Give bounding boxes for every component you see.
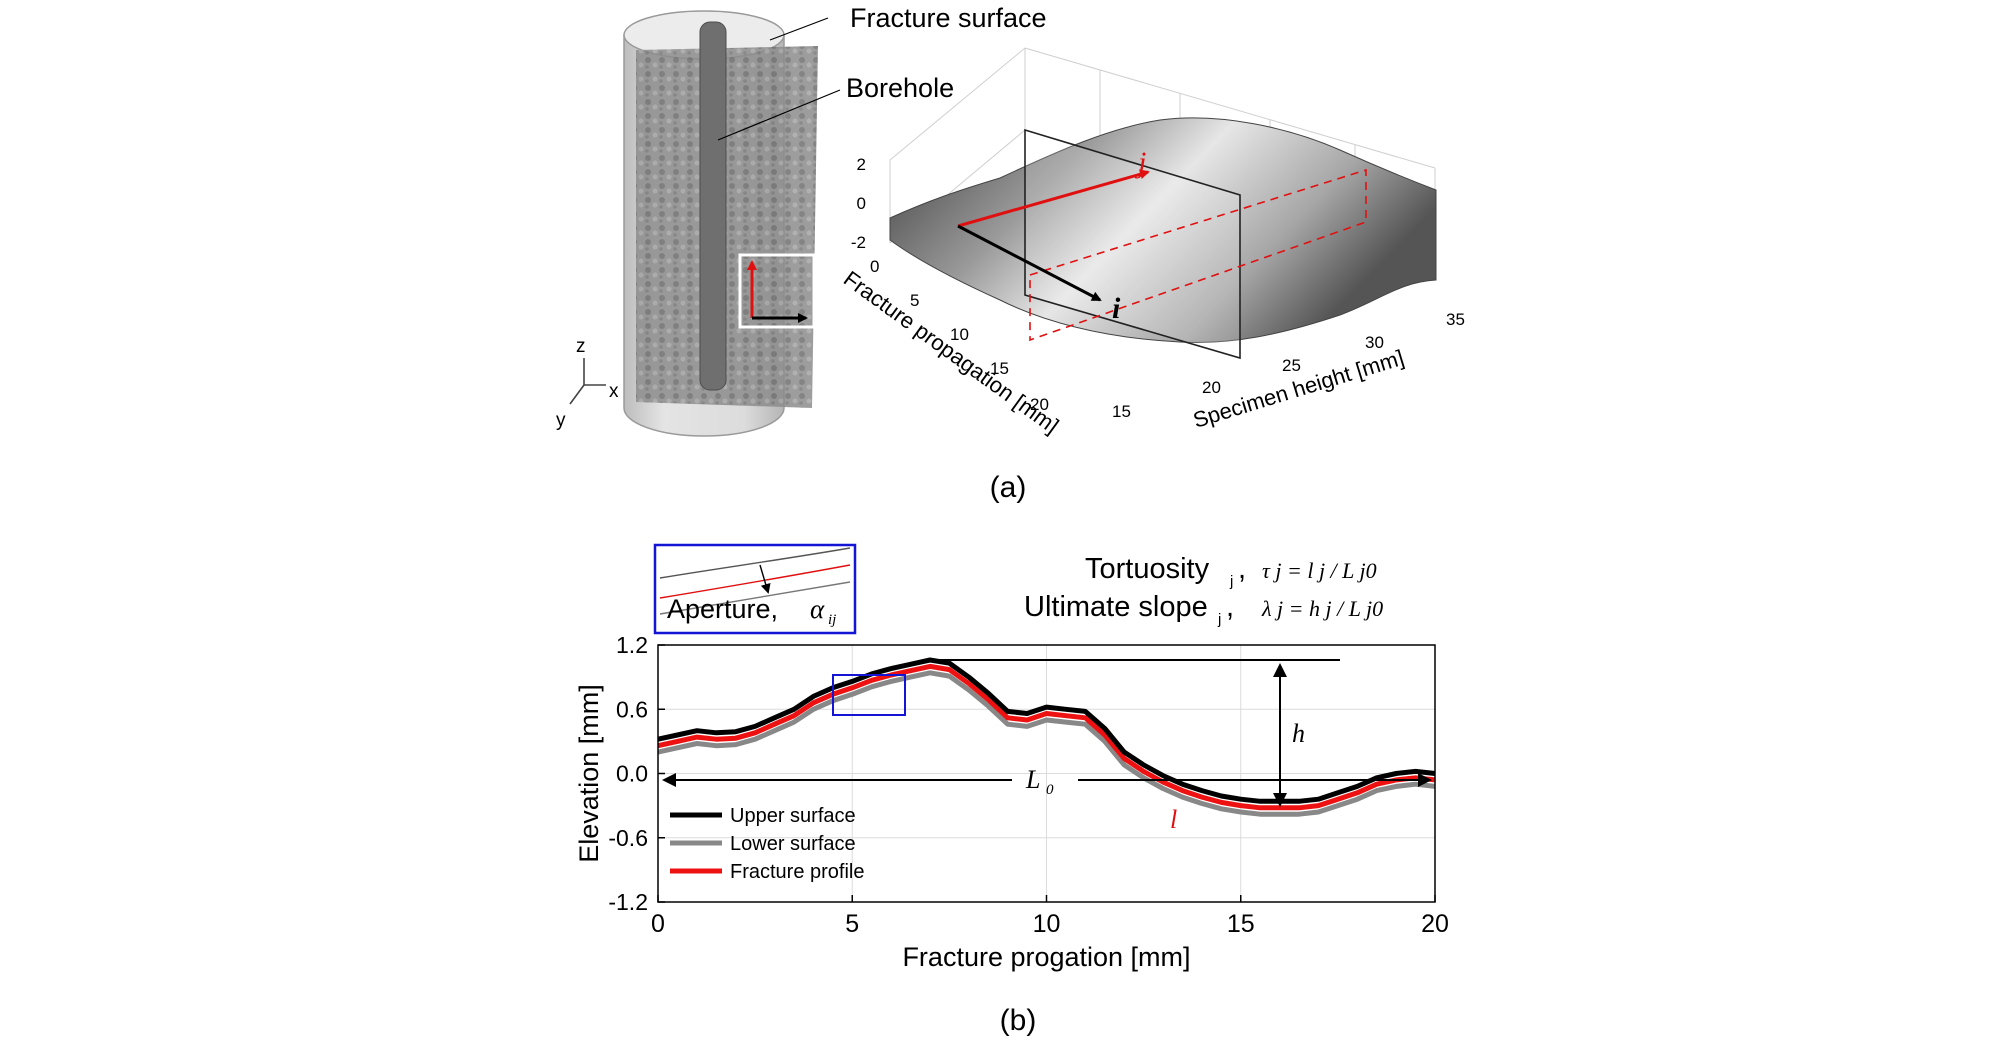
borehole-label: Borehole bbox=[846, 73, 954, 103]
aperture-label: Aperture, bbox=[667, 594, 778, 624]
series-line-upper-surface bbox=[657, 657, 1436, 804]
fracture-surface-mesh bbox=[889, 117, 1437, 343]
vector-i-arrow bbox=[957, 224, 1102, 302]
surface-plot-3d: j i 2 0 -2 0 5 10 15 20 Fracture propaga… bbox=[839, 47, 1465, 438]
inset-locator-box bbox=[832, 674, 906, 716]
vector-i-label: i bbox=[1112, 292, 1121, 325]
tortuosity-formula: τ j = l j / L j0 bbox=[1262, 558, 1377, 583]
vector-j-label: j bbox=[1134, 146, 1146, 179]
aperture-inset: Aperture, α ij bbox=[653, 543, 857, 635]
x-tick-label: 0 bbox=[651, 910, 665, 938]
legend-label: Lower surface bbox=[730, 833, 856, 855]
panel-a: Fracture surface Borehole z x y bbox=[556, 3, 1465, 504]
chart-ticks: 0 5 10 15 20 -1.2 -0.6 0.0 0.6 1.2 Fracture progat… bbox=[574, 632, 1449, 972]
caption-b: (b) bbox=[1000, 1004, 1037, 1037]
y-tick-label: -0.6 bbox=[608, 825, 648, 851]
vector-j-arrow bbox=[957, 169, 1150, 228]
x3d-tick-label: 5 bbox=[910, 291, 919, 310]
series-line-fracture-profile bbox=[657, 663, 1436, 811]
slope-label: Ultimate slope bbox=[1024, 591, 1208, 623]
borehole-shape bbox=[699, 21, 727, 391]
axis-triad: z x y bbox=[556, 336, 619, 431]
y-tick-label: 1.2 bbox=[616, 632, 648, 658]
borehole-leader bbox=[717, 89, 841, 141]
legend-label: Fracture profile bbox=[730, 861, 865, 883]
y-tick-label: -1.2 bbox=[608, 889, 648, 915]
y3d-tick-label: 30 bbox=[1365, 333, 1384, 352]
triad-z-label: z bbox=[576, 336, 586, 357]
x-tick-label: 5 bbox=[845, 910, 859, 938]
triad-x-label: x bbox=[609, 381, 619, 402]
panel-b: Aperture, α ij Tortuosity j , τ j = l j … bbox=[574, 543, 1449, 1037]
cutting-plane bbox=[1024, 128, 1241, 360]
z-tick-label: 2 bbox=[857, 155, 866, 174]
slope-formula: λ j = h j / L j0 bbox=[1261, 596, 1383, 621]
l-label: l bbox=[1170, 805, 1177, 834]
aperture-subscript: ij bbox=[828, 612, 836, 628]
x-axis-label: Fracture progation [mm] bbox=[902, 942, 1190, 972]
z-tick-label: -2 bbox=[851, 233, 866, 252]
x-tick-label: 10 bbox=[1033, 910, 1061, 938]
aperture-arrow bbox=[759, 564, 771, 594]
elevation-chart: 0 5 10 15 20 -1.2 -0.6 0.0 0.6 1.2 Fracture progat… bbox=[574, 632, 1449, 972]
slope-subscript: j bbox=[1217, 611, 1221, 628]
chart-series bbox=[657, 657, 1436, 817]
x-tick-label: 20 bbox=[1421, 910, 1449, 938]
selection-box bbox=[738, 253, 816, 329]
slope-comma: , bbox=[1226, 591, 1234, 623]
fracture-surface-texture bbox=[636, 46, 818, 408]
series-line-lower-surface bbox=[657, 670, 1436, 817]
l0-subscript: 0 bbox=[1046, 782, 1054, 798]
y-tick-label: 0.6 bbox=[616, 696, 648, 722]
y3d-tick-label: 35 bbox=[1446, 310, 1465, 329]
legend-label: Upper surface bbox=[730, 805, 856, 827]
chart-legend: Upper surface Lower surface Fracture profi… bbox=[670, 805, 865, 883]
cylinder-specimen bbox=[623, 10, 818, 437]
inset-box bbox=[653, 543, 857, 635]
x3d-tick-label: 10 bbox=[950, 325, 969, 344]
x3d-tick-label: 15 bbox=[990, 359, 1009, 378]
y-axis-label: Elevation [mm] bbox=[574, 684, 604, 863]
caption-a: (a) bbox=[990, 471, 1027, 504]
y3d-tick-label: 25 bbox=[1282, 356, 1301, 375]
tortuosity-label: Tortuosity bbox=[1085, 553, 1210, 585]
triad-y-label: y bbox=[556, 410, 566, 431]
tortuosity-comma: , bbox=[1238, 553, 1246, 585]
y3d-tick-label: 15 bbox=[1112, 402, 1131, 421]
h-label: h bbox=[1292, 719, 1305, 748]
y3d-tick-label: 20 bbox=[1202, 378, 1221, 397]
z-tick-label: 0 bbox=[857, 194, 866, 213]
tortuosity-subscript: j bbox=[1229, 573, 1233, 590]
fracture-surface-leader bbox=[769, 17, 829, 41]
aperture-symbol: α bbox=[810, 594, 825, 624]
x3d-tick-label: 0 bbox=[870, 257, 879, 276]
y-tick-label: 0.0 bbox=[616, 761, 648, 787]
x-tick-label: 15 bbox=[1227, 910, 1255, 938]
l0-label: L bbox=[1025, 765, 1040, 794]
x3d-tick-label: 20 bbox=[1030, 395, 1049, 414]
fracture-surface-label: Fracture surface bbox=[850, 3, 1047, 33]
